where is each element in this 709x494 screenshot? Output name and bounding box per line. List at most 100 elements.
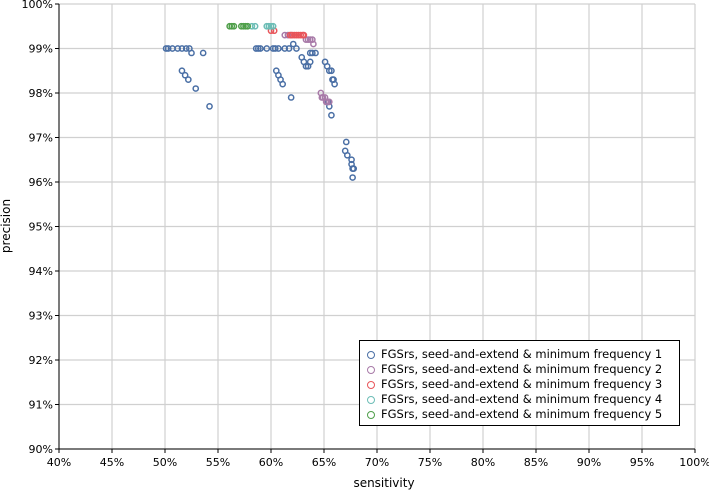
x-tick-label: 90% (577, 456, 601, 469)
data-point (242, 22, 249, 30)
data-point (181, 71, 189, 79)
legend-item: FGSrs, seed-and-extend & minimum frequen… (367, 407, 671, 422)
legend-label: FGSrs, seed-and-extend & minimum frequen… (381, 362, 663, 376)
series-4 (248, 22, 277, 30)
data-point (328, 67, 335, 75)
x-tick-label: 50% (153, 456, 177, 469)
y-tick-label: 94% (29, 265, 53, 278)
data-point (290, 31, 298, 39)
legend-item: FGSrs, seed-and-extend & minimum frequen… (367, 377, 671, 392)
y-tick-label: 92% (29, 354, 53, 367)
data-point (184, 76, 192, 84)
data-point (329, 76, 336, 84)
data-point (310, 40, 317, 48)
data-point (285, 45, 293, 52)
x-tick-label: 70% (365, 456, 389, 469)
data-point (304, 36, 312, 43)
data-point (240, 22, 247, 30)
x-tick-label: 80% (471, 456, 495, 469)
legend-item: FGSrs, seed-and-extend & minimum frequen… (367, 392, 671, 407)
x-tick-label: 85% (524, 456, 548, 469)
data-point (257, 45, 264, 52)
x-axis-label: sensitivity (353, 476, 414, 490)
data-point (287, 94, 295, 101)
data-point (164, 45, 172, 52)
data-point (349, 174, 356, 181)
data-point (343, 151, 351, 159)
x-tick-label: 95% (630, 456, 654, 469)
data-point (275, 45, 282, 52)
data-point (162, 45, 170, 52)
legend-label: FGSrs, seed-and-extend & minimum frequen… (381, 407, 663, 421)
data-point (325, 67, 333, 75)
data-point (178, 67, 186, 75)
y-tick-label: 99% (29, 43, 53, 56)
data-point (230, 22, 238, 30)
y-tick-label: 96% (29, 176, 53, 189)
data-point (279, 80, 287, 88)
data-point (199, 49, 207, 57)
legend-marker-icon (367, 410, 375, 419)
legend-label: FGSrs, seed-and-extend & minimum frequen… (381, 377, 663, 391)
data-point (182, 45, 190, 52)
data-point (228, 22, 236, 30)
data-point (263, 22, 271, 30)
data-point (263, 45, 271, 52)
data-point (323, 98, 331, 106)
y-tick-label: 97% (29, 132, 53, 145)
data-point (174, 45, 182, 52)
y-tick-label: 100% (22, 0, 53, 11)
data-points (162, 22, 358, 181)
data-point (254, 45, 262, 52)
data-point (308, 49, 316, 57)
y-tick-label: 98% (29, 87, 53, 100)
x-tick-label: 100% (679, 456, 709, 469)
legend-item: FGSrs, seed-and-extend & minimum frequen… (367, 362, 671, 377)
data-point (271, 45, 279, 52)
x-tick-label: 60% (259, 456, 283, 469)
data-point (192, 85, 200, 92)
data-point (269, 22, 277, 30)
x-tick-label: 45% (100, 456, 124, 469)
data-point (306, 36, 314, 43)
legend-marker-icon (367, 380, 375, 389)
y-tick-label: 90% (29, 443, 53, 456)
data-point (267, 22, 275, 30)
data-point (289, 40, 297, 48)
data-point (281, 45, 289, 52)
data-point (302, 62, 310, 70)
data-point (237, 22, 245, 30)
data-point (293, 31, 300, 39)
data-point (300, 31, 308, 39)
data-point (306, 58, 314, 66)
data-point (226, 22, 234, 30)
data-point (342, 138, 350, 146)
y-tick-label: 93% (29, 310, 53, 323)
x-tick-label: 40% (47, 456, 71, 469)
data-point (350, 165, 358, 172)
y-tick-label: 91% (29, 399, 53, 412)
series-2 (281, 31, 333, 106)
data-point (284, 31, 292, 39)
data-point (265, 22, 273, 30)
data-point (297, 31, 305, 39)
legend-item: FGSrs, seed-and-extend & minimum frequen… (367, 347, 671, 362)
legend-label: FGSrs, seed-and-extend & minimum frequen… (381, 392, 663, 406)
data-point (188, 49, 195, 57)
data-point (306, 49, 314, 57)
data-point (206, 103, 213, 110)
data-point (325, 98, 333, 106)
legend-marker-icon (367, 365, 375, 374)
legend: FGSrs, seed-and-extend & minimum frequen… (359, 340, 680, 426)
data-point (293, 45, 300, 52)
axes: 40% 45% 50% 55% 60% 65% 70% 75% 80% 85% 90% 95% 100%… (22, 0, 709, 469)
y-tick-label: 95% (29, 221, 53, 234)
y-axis-label: precision (0, 199, 13, 253)
data-point (251, 22, 259, 30)
data-point (319, 94, 327, 101)
legend-marker-icon (367, 395, 375, 404)
x-tick-label: 75% (418, 456, 442, 469)
series-5 (226, 22, 252, 30)
